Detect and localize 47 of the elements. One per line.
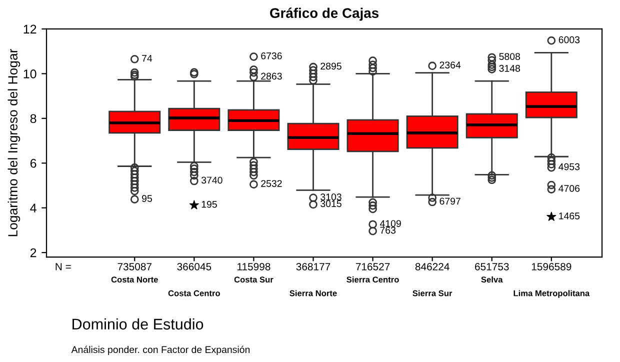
- annotation: 195: [202, 200, 217, 208]
- text: 1596589: [532, 262, 572, 270]
- annotation: 2895: [320, 62, 342, 70]
- y-tick-label: 6: [30, 158, 36, 168]
- annotation: 2863: [261, 72, 282, 80]
- x-tick-label: Costa Sur: [234, 276, 274, 283]
- text: N =: [56, 263, 71, 270]
- text: Análisis ponder. con Factor de Expansión: [71, 346, 250, 355]
- y-tick-label: 10: [24, 69, 36, 78]
- annotation: 3015: [320, 200, 342, 208]
- text: 716527: [356, 262, 390, 270]
- text: 115998: [238, 262, 270, 270]
- annotation: 3103: [320, 193, 342, 200]
- text: 735087: [118, 262, 152, 270]
- text: 366045: [177, 262, 212, 270]
- chart-title: Gráfico de Cajas: [270, 8, 378, 21]
- y-axis-title: Logaritmo del Ingreso del Hogar: [8, 48, 20, 236]
- annotation: 2532: [261, 180, 282, 187]
- annotation: 2364: [440, 62, 461, 68]
- annotation: 95: [142, 195, 152, 202]
- annotation: 6736: [261, 52, 282, 60]
- annotation: 6797: [440, 198, 460, 205]
- y-tick-label: 4: [30, 204, 36, 212]
- x-tick-label: Costa Norte: [111, 276, 158, 283]
- y-tick-label: 8: [30, 114, 36, 124]
- x-tick-label: Sierra Sur: [412, 290, 452, 296]
- annotation: 3148: [499, 64, 520, 72]
- annotation: 4109: [380, 220, 401, 227]
- y-tick-label: 2: [30, 248, 36, 258]
- x-tick-label: Costa Centro: [168, 290, 220, 296]
- text: 368177: [296, 262, 330, 270]
- annotation: 5808: [499, 53, 520, 60]
- annotation: 6003: [558, 36, 580, 44]
- text: 651753: [475, 262, 509, 270]
- x-tick-label: Sierra Centro: [346, 276, 399, 283]
- x-tick-label: Lima Metropolitana: [514, 290, 590, 298]
- x-tick-label: Sierra Norte: [290, 290, 337, 296]
- x-tick-label: Selva: [481, 276, 503, 283]
- text: 846224: [415, 262, 450, 270]
- annotation: 4706: [558, 185, 580, 192]
- annotation: 1465: [559, 212, 580, 220]
- x-axis-title: Dominio de Estudio: [72, 318, 204, 330]
- y-tick-label: 12: [24, 24, 36, 34]
- annotation: 763: [380, 226, 396, 234]
- annotation: 3740: [201, 176, 222, 184]
- annotation: 74: [142, 54, 152, 62]
- annotation: 4953: [558, 163, 580, 170]
